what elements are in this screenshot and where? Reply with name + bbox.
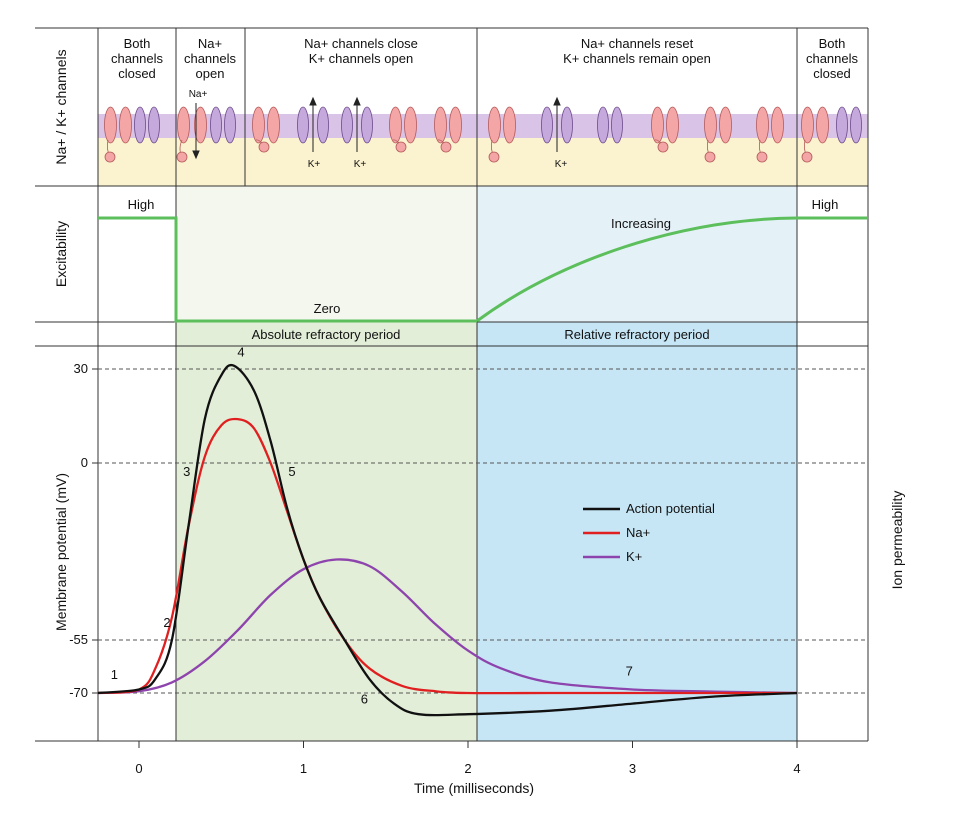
legend-label-action-potential: Action potential: [626, 501, 715, 516]
excitability-absolute-bg: [176, 186, 477, 322]
header-1-line-3: closed: [118, 66, 156, 81]
na-channel: [389, 106, 417, 153]
x-tick-label: 2: [464, 761, 471, 776]
phase-number-label: 2: [163, 615, 170, 630]
y-tick-label: 0: [81, 455, 88, 470]
phase-number-label: 4: [237, 344, 244, 359]
header-5-line-1: Both: [819, 36, 846, 51]
excitability-zero-label: Zero: [314, 301, 341, 316]
k-efflux-arrow-3: [553, 96, 561, 152]
na-channel: [651, 106, 679, 153]
header-5-line-2: channels: [806, 51, 859, 66]
ion-flow-arrows: [192, 96, 561, 160]
na-channel: [488, 106, 516, 163]
y-tick-label: -55: [69, 632, 88, 647]
row-title-permeability: Ion permeability: [889, 491, 905, 590]
phase-number-label: 3: [183, 464, 190, 479]
phase-number-label: 1: [111, 667, 118, 682]
x-axis-title: Time (milliseconds): [414, 780, 534, 796]
period-absolute-bg: [176, 322, 477, 346]
excitability-increasing-label: Increasing: [611, 216, 671, 231]
k-label-2: K+: [354, 159, 367, 170]
k-channel: [341, 106, 373, 144]
k-label-1: K+: [308, 159, 321, 170]
legend: Action potential Na+ K+: [583, 501, 715, 564]
header-3-line-2: K+ channels open: [309, 51, 413, 66]
header-5-line-3: closed: [813, 66, 851, 81]
chart-relative-bg: [477, 346, 797, 741]
y-tick-label: -70: [69, 685, 88, 700]
k-channel: [210, 106, 236, 144]
channel-headers: Both channels closed Na+ channels open N…: [111, 36, 859, 81]
header-4-line-1: Na+ channels reset: [581, 36, 694, 51]
channel-glyphs: [104, 106, 862, 163]
k-channel: [836, 106, 862, 144]
k-channel: [134, 106, 160, 144]
phase-number-label: 5: [288, 464, 295, 479]
na-influx-arrow: [192, 103, 200, 160]
excitability-high-left-label: High: [128, 197, 155, 212]
excitability-labels: High Zero Increasing High: [128, 197, 839, 316]
row-title-excitability: Excitability: [53, 221, 69, 287]
excitability-high-right-label: High: [812, 197, 839, 212]
x-tick-label: 0: [135, 761, 142, 776]
na-channel: [756, 106, 784, 163]
period-relative-bg: [477, 322, 797, 346]
header-2-line-2: channels: [184, 51, 237, 66]
excitability-trace: [98, 216, 868, 323]
na-channel: [704, 106, 732, 163]
k-permeability-line: [97, 558, 798, 695]
k-channel: [541, 106, 573, 144]
header-3-line-1: Na+ channels close: [304, 36, 418, 51]
na-influx-label: Na+: [189, 89, 208, 100]
x-tick-label: 4: [793, 761, 800, 776]
k-channel: [297, 106, 329, 144]
row-title-potential: Membrane potential (mV): [53, 473, 69, 631]
k-channel: [597, 106, 623, 144]
na-channel: [801, 106, 829, 163]
legend-label-k: K+: [626, 549, 642, 564]
na-channel: [252, 106, 280, 153]
excitability-relative-bg: [477, 186, 797, 322]
action-potential-line: [97, 363, 798, 717]
na-channel: [176, 106, 207, 163]
na-channel: [434, 106, 462, 153]
relative-refractory-label: Relative refractory period: [564, 327, 709, 342]
phase-number-label: 6: [361, 692, 368, 707]
chart-absolute-bg: [176, 346, 477, 741]
channel-cytoplasm: [98, 136, 868, 186]
legend-label-na: Na+: [626, 525, 650, 540]
k-efflux-arrow-1: [309, 96, 317, 152]
header-2-line-3: open: [196, 66, 225, 81]
membrane-potential-chart: 30 0 -55 -70 0 1 2 3 4 1 2 3 4 5 6 7: [69, 344, 868, 776]
phase-number-label: 7: [626, 663, 633, 678]
row-title-channels: Na+ / K+ channels: [53, 49, 69, 164]
panel-backgrounds: [98, 114, 868, 741]
ion-labels: Na+ K+ K+ K+: [189, 89, 568, 170]
na-channel: [104, 106, 132, 163]
header-4-line-2: K+ channels remain open: [563, 51, 711, 66]
x-tick-label: 3: [629, 761, 636, 776]
header-1-line-1: Both: [124, 36, 151, 51]
x-tick-label: 1: [300, 761, 307, 776]
excitability-increasing-curve: [476, 216, 868, 323]
header-1-line-2: channels: [111, 51, 164, 66]
k-label-3: K+: [555, 159, 568, 170]
absolute-refractory-label: Absolute refractory period: [252, 327, 401, 342]
y-tick-label: 30: [74, 361, 88, 376]
header-2-line-1: Na+: [198, 36, 222, 51]
excitability-high-left: [98, 216, 477, 323]
k-efflux-arrow-2: [353, 96, 361, 152]
